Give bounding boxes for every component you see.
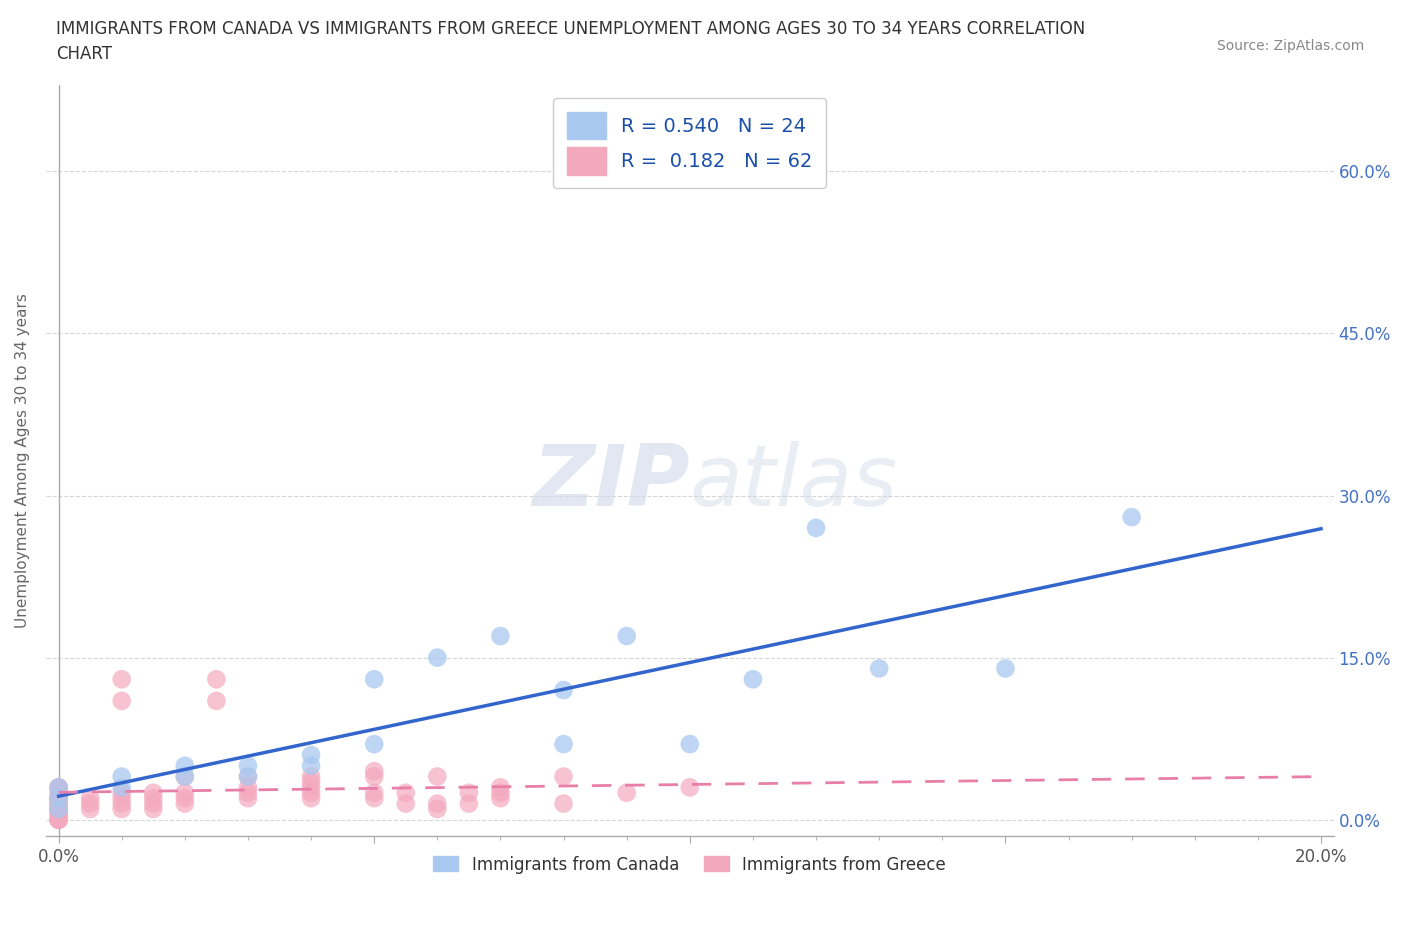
Point xyxy=(111,694,134,709)
Point xyxy=(236,790,259,805)
Point xyxy=(489,785,512,800)
Point xyxy=(111,796,134,811)
Point xyxy=(299,775,322,790)
Point xyxy=(48,790,70,805)
Point xyxy=(457,785,479,800)
Point xyxy=(48,796,70,811)
Point xyxy=(205,694,228,709)
Point xyxy=(173,790,195,805)
Point xyxy=(48,812,70,827)
Point xyxy=(48,802,70,817)
Point xyxy=(457,796,479,811)
Point xyxy=(363,785,385,800)
Point xyxy=(395,796,418,811)
Y-axis label: Unemployment Among Ages 30 to 34 years: Unemployment Among Ages 30 to 34 years xyxy=(15,293,30,628)
Point xyxy=(363,737,385,751)
Point xyxy=(426,650,449,665)
Point xyxy=(299,780,322,795)
Point xyxy=(48,790,70,805)
Point xyxy=(299,769,322,784)
Point xyxy=(804,521,827,536)
Point xyxy=(111,802,134,817)
Text: Source: ZipAtlas.com: Source: ZipAtlas.com xyxy=(1216,39,1364,53)
Point xyxy=(173,769,195,784)
Point xyxy=(236,769,259,784)
Point xyxy=(111,780,134,795)
Legend: Immigrants from Canada, Immigrants from Greece: Immigrants from Canada, Immigrants from … xyxy=(427,849,953,881)
Point xyxy=(48,802,70,817)
Point xyxy=(79,802,101,817)
Point xyxy=(111,785,134,800)
Point xyxy=(679,780,702,795)
Point xyxy=(48,780,70,795)
Point xyxy=(48,790,70,805)
Point xyxy=(426,802,449,817)
Point xyxy=(173,769,195,784)
Point xyxy=(868,661,890,676)
Point xyxy=(79,796,101,811)
Text: CHART: CHART xyxy=(56,45,112,62)
Point xyxy=(679,737,702,751)
Text: IMMIGRANTS FROM CANADA VS IMMIGRANTS FROM GREECE UNEMPLOYMENT AMONG AGES 30 TO 3: IMMIGRANTS FROM CANADA VS IMMIGRANTS FRO… xyxy=(56,20,1085,38)
Point xyxy=(48,812,70,827)
Point xyxy=(48,780,70,795)
Point xyxy=(426,769,449,784)
Point xyxy=(173,785,195,800)
Point xyxy=(742,671,765,686)
Point xyxy=(173,758,195,773)
Point xyxy=(48,785,70,800)
Point xyxy=(48,812,70,827)
Point xyxy=(205,671,228,686)
Point xyxy=(363,671,385,686)
Point xyxy=(299,790,322,805)
Point xyxy=(48,790,70,805)
Point xyxy=(1121,510,1143,525)
Point xyxy=(489,790,512,805)
Point xyxy=(489,780,512,795)
Point xyxy=(111,790,134,805)
Point xyxy=(489,629,512,644)
Point xyxy=(48,807,70,822)
Point xyxy=(111,769,134,784)
Point xyxy=(79,790,101,805)
Point xyxy=(299,785,322,800)
Point xyxy=(142,802,165,817)
Point xyxy=(553,769,575,784)
Point xyxy=(553,796,575,811)
Point xyxy=(236,785,259,800)
Point xyxy=(994,661,1017,676)
Point xyxy=(363,769,385,784)
Point xyxy=(142,785,165,800)
Point xyxy=(553,737,575,751)
Point xyxy=(236,780,259,795)
Point xyxy=(48,802,70,817)
Point xyxy=(48,807,70,822)
Point xyxy=(426,796,449,811)
Point xyxy=(48,796,70,811)
Point xyxy=(142,796,165,811)
Text: ZIP: ZIP xyxy=(533,442,690,525)
Point xyxy=(553,683,575,698)
Point xyxy=(48,802,70,817)
Point xyxy=(616,785,638,800)
Point xyxy=(299,748,322,763)
Point xyxy=(363,764,385,778)
Point xyxy=(299,758,322,773)
Point xyxy=(111,671,134,686)
Text: atlas: atlas xyxy=(690,442,898,525)
Point xyxy=(173,796,195,811)
Point xyxy=(236,758,259,773)
Point xyxy=(395,785,418,800)
Point xyxy=(616,629,638,644)
Point xyxy=(236,769,259,784)
Point xyxy=(142,790,165,805)
Point xyxy=(48,780,70,795)
Point xyxy=(363,790,385,805)
